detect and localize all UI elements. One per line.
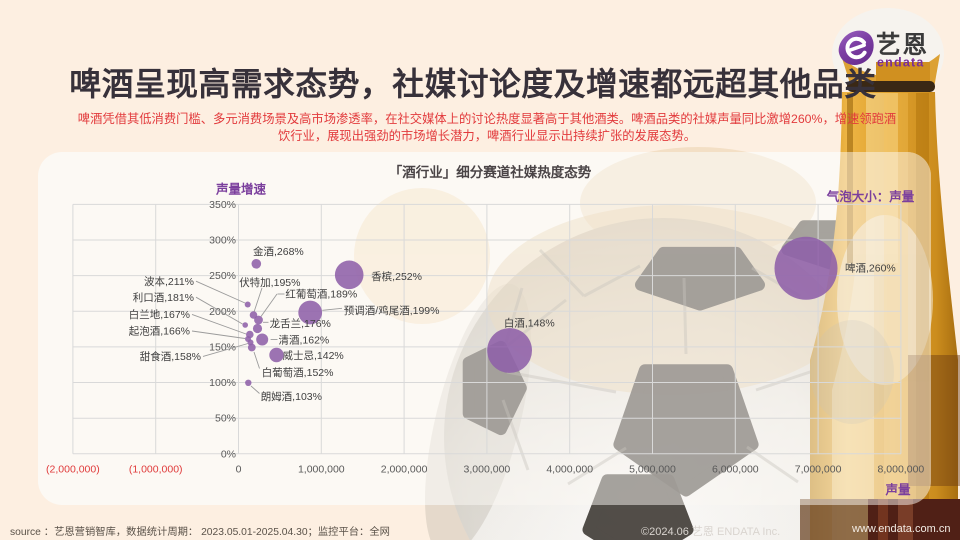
svg-text:1,000,000: 1,000,000: [298, 464, 345, 476]
svg-text:3,000,000: 3,000,000: [464, 464, 511, 476]
svg-text:300%: 300%: [209, 235, 236, 247]
svg-text:0: 0: [236, 464, 242, 476]
svg-text:声量增速: 声量增速: [215, 182, 267, 197]
svg-text:波本,211%: 波本,211%: [144, 275, 194, 288]
svg-text:威士忌,142%: 威士忌,142%: [283, 349, 344, 362]
svg-text:5,000,000: 5,000,000: [629, 464, 676, 476]
svg-text:香槟,252%: 香槟,252%: [371, 270, 422, 283]
svg-text:啤酒,260%: 啤酒,260%: [845, 262, 896, 275]
svg-text:8,000,000: 8,000,000: [878, 464, 925, 476]
svg-text:(1,000,000): (1,000,000): [129, 464, 183, 476]
svg-text:100%: 100%: [209, 377, 236, 389]
svg-text:红葡萄酒,189%: 红葡萄酒,189%: [285, 288, 357, 301]
svg-text:50%: 50%: [215, 413, 236, 425]
svg-text:350%: 350%: [209, 199, 236, 211]
svg-text:预调酒/鸡尾酒,199%: 预调酒/鸡尾酒,199%: [344, 304, 440, 317]
svg-text:艺恩: 艺恩: [876, 31, 929, 59]
svg-text:伏特加,195%: 伏特加,195%: [239, 276, 300, 289]
svg-text:「酒行业」细分赛道社媒热度态势: 「酒行业」细分赛道社媒热度态势: [389, 164, 592, 180]
svg-text:6,000,000: 6,000,000: [712, 464, 759, 476]
svg-text:白兰地,167%: 白兰地,167%: [129, 308, 190, 321]
svg-text:清酒,162%: 清酒,162%: [279, 333, 330, 346]
svg-text:利口酒,181%: 利口酒,181%: [133, 291, 194, 304]
svg-text:(2,000,000): (2,000,000): [46, 464, 100, 476]
svg-text:气泡大小：声量: 气泡大小：声量: [826, 189, 915, 204]
svg-text:甜食酒,158%: 甜食酒,158%: [140, 350, 201, 363]
svg-text:endata: endata: [877, 56, 925, 70]
svg-text:7,000,000: 7,000,000: [795, 464, 842, 476]
svg-text:龙舌兰,176%: 龙舌兰,176%: [270, 317, 331, 330]
svg-text:白葡萄酒,152%: 白葡萄酒,152%: [262, 366, 334, 379]
svg-text:白酒,148%: 白酒,148%: [504, 316, 555, 329]
svg-text:朗姆酒,103%: 朗姆酒,103%: [261, 390, 322, 403]
svg-text:金酒,268%: 金酒,268%: [253, 245, 304, 258]
svg-text:250%: 250%: [209, 270, 236, 282]
svg-text:150%: 150%: [209, 341, 236, 353]
svg-text:起泡酒,166%: 起泡酒,166%: [129, 325, 190, 338]
svg-text:2,000,000: 2,000,000: [381, 464, 428, 476]
svg-text:4,000,000: 4,000,000: [546, 464, 593, 476]
svg-text:0%: 0%: [221, 448, 236, 460]
svg-text:声量: 声量: [884, 482, 911, 497]
